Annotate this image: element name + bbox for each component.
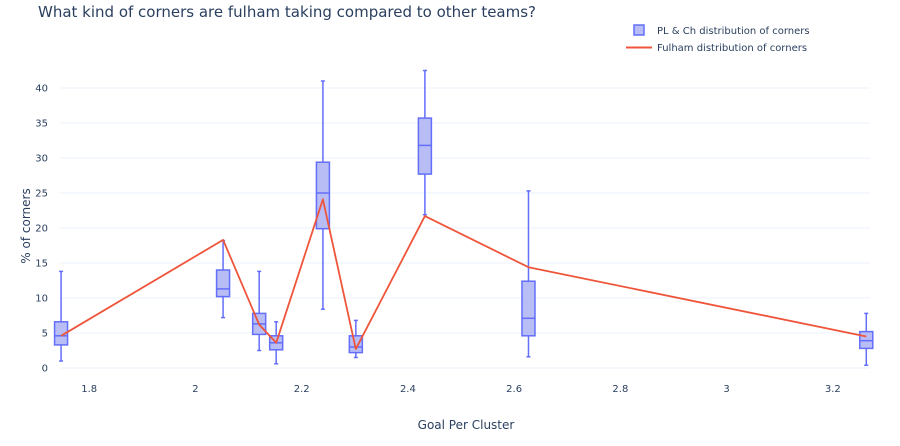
box-group	[53, 270, 69, 362]
box-body	[348, 335, 364, 354]
x-tick-label: 2	[192, 384, 198, 395]
y-tick-label: 15	[35, 259, 48, 270]
y-axis-title: % of corners	[19, 188, 33, 263]
legend-line-label: Fulham distribution of corners	[657, 43, 807, 54]
grid-layer	[60, 87, 870, 369]
x-tick-label: 3	[723, 384, 729, 395]
box-series	[53, 69, 874, 366]
legend[interactable]: PL & Ch distribution of corners Fulham d…	[626, 24, 810, 54]
legend-box-swatch	[633, 24, 645, 36]
box-body	[521, 280, 536, 337]
x-tick-label: 2.6	[506, 384, 522, 395]
box-group	[859, 312, 874, 366]
y-tick-label: 5	[42, 329, 48, 340]
y-tick-label: 25	[35, 189, 48, 200]
y-tick-label: 40	[35, 84, 48, 95]
box-group	[315, 80, 331, 310]
x-tick-label: 2.8	[612, 384, 628, 395]
y-tick-label: 35	[35, 119, 48, 130]
y-tick-label: 20	[35, 224, 48, 235]
legend-item-box[interactable]: PL & Ch distribution of corners	[633, 24, 810, 37]
y-tick-label: 30	[35, 154, 48, 165]
x-tick-labels: 1.8 2 2.2 2.4 2.6 2.8 3 3.2	[81, 384, 841, 395]
x-tick-label: 2.2	[294, 384, 310, 395]
box-group	[521, 190, 536, 358]
x-tick-label: 1.8	[81, 384, 97, 395]
x-tick-label: 2.4	[400, 384, 416, 395]
legend-box-label: PL & Ch distribution of corners	[657, 26, 810, 37]
y-tick-label: 0	[42, 364, 48, 375]
box-body	[215, 269, 231, 298]
x-axis-title: Goal Per Cluster	[418, 418, 515, 432]
box-group	[251, 270, 267, 352]
fulham-line	[60, 198, 867, 351]
box-group	[417, 69, 433, 216]
box-body	[53, 321, 69, 346]
legend-item-line[interactable]: Fulham distribution of corners	[626, 43, 807, 54]
y-tick-labels: 0 5 10 15 20 25 30 35 40	[35, 84, 48, 375]
box-group	[215, 239, 231, 319]
box-group	[348, 319, 364, 359]
y-tick-label: 10	[35, 294, 48, 305]
chart-title: What kind of corners are fulham taking c…	[38, 3, 536, 21]
line-series	[60, 198, 867, 351]
x-tick-label: 3.2	[825, 384, 841, 395]
